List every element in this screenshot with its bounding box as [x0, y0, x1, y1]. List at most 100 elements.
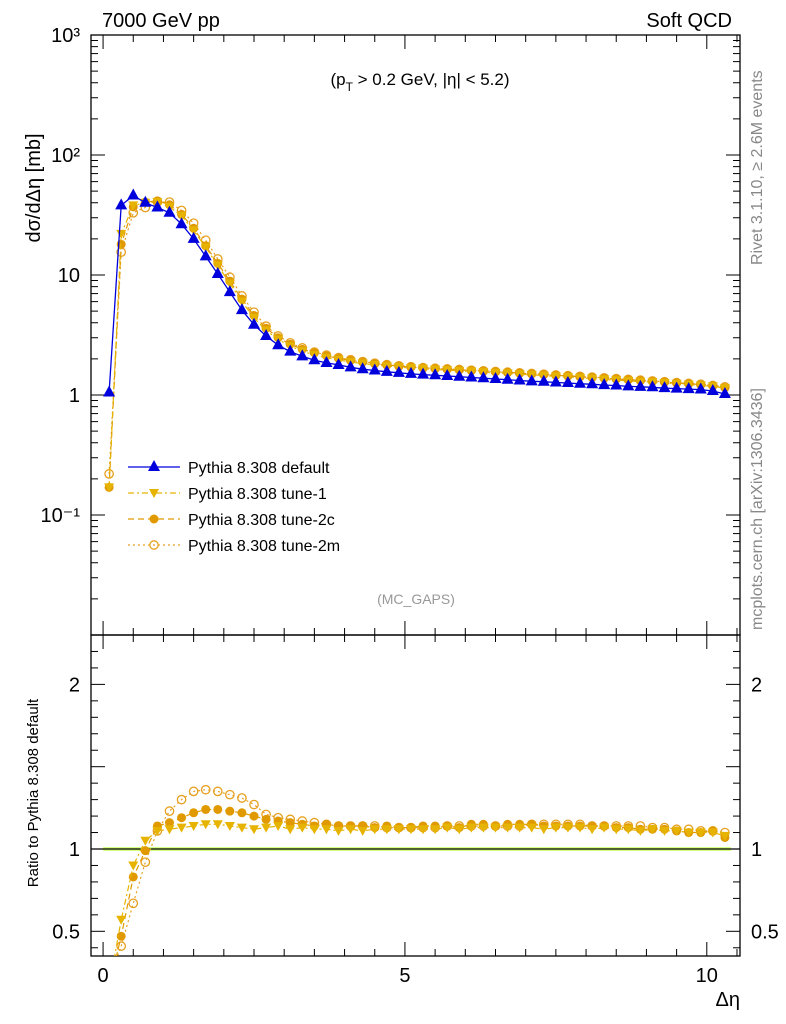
series-line	[108, 200, 726, 488]
data-point	[453, 369, 466, 381]
data-point	[392, 365, 405, 377]
legend: Pythia 8.308 default Pythia 8.308 tune-1 P…	[128, 460, 340, 555]
data-point	[670, 381, 683, 393]
data-point	[525, 374, 538, 386]
legend-label: Pythia 8.308 tune-1	[188, 486, 327, 503]
data-point	[549, 375, 562, 387]
header-left: 7000 GeV pp	[102, 10, 220, 32]
ratio-data-point	[116, 931, 126, 941]
ratio-data-point	[128, 898, 139, 909]
data-point	[188, 226, 199, 236]
legend-label: Pythia 8.308 tune-2c	[188, 512, 335, 529]
ratio-y-tick-label: 1	[69, 839, 80, 861]
legend-marker	[148, 460, 160, 471]
ratio-data-point	[176, 794, 187, 805]
series-pythia-8-308-tune-2m	[104, 197, 730, 479]
ratio-data-point	[177, 813, 187, 823]
legend-item-pythia-8-308-tune-2m: Pythia 8.308 tune-2m	[128, 538, 340, 555]
ratio-data-point	[490, 823, 501, 833]
ratio-data-point	[116, 915, 127, 925]
ratio-data-point	[405, 825, 416, 835]
ratio-data-point	[189, 808, 199, 818]
data-point	[634, 379, 647, 391]
ratio-data-point	[575, 823, 586, 833]
data-point	[477, 371, 490, 383]
ratio-data-point	[237, 793, 247, 803]
data-point	[646, 380, 659, 392]
ratio-data-point	[213, 804, 223, 814]
y-tick-label: 10⁻¹	[41, 505, 81, 527]
legend-label: Pythia 8.308 tune-2m	[188, 538, 340, 555]
data-point	[489, 371, 502, 383]
legend-item-pythia-8-308-tune-1: Pythia 8.308 tune-1	[128, 486, 327, 503]
ratio-frame	[90, 634, 741, 957]
ratio-y-tick-label: 0.5	[52, 921, 80, 943]
ratio-data-point	[164, 825, 175, 835]
data-point	[212, 261, 223, 271]
data-point	[417, 367, 430, 379]
ratio-series-line	[115, 808, 726, 956]
legend-label: Pythia 8.308 default	[188, 460, 330, 477]
ratio-data-point	[611, 825, 622, 835]
ratio-data-point	[128, 872, 138, 882]
data-point	[574, 376, 587, 388]
ratio-y-tick-label-right: 2	[751, 674, 762, 696]
data-point	[296, 349, 309, 361]
data-point	[586, 377, 599, 389]
ratio-data-point	[237, 808, 247, 818]
series-pythia-8-308-default	[103, 188, 731, 398]
ratio-data-point	[514, 823, 525, 833]
series-line	[108, 194, 726, 395]
data-point	[199, 249, 212, 261]
data-point	[332, 357, 345, 369]
ratio-data-point	[164, 806, 175, 816]
ratio-data-point	[212, 786, 223, 797]
data-point	[115, 198, 128, 210]
legend-item-pythia-8-308-tune-2c: Pythia 8.308 tune-2c	[128, 512, 335, 529]
main-ylabel: dσ/dΔη [mb]	[23, 133, 45, 242]
data-point	[598, 378, 611, 390]
data-point	[176, 212, 187, 222]
ratio-data-point	[635, 826, 646, 836]
ratio-data-point	[140, 857, 151, 868]
data-point	[163, 205, 176, 217]
data-point	[610, 378, 623, 390]
ratio-data-point	[225, 806, 235, 816]
data-point	[260, 329, 273, 341]
ratio-data-point	[430, 825, 441, 835]
ratio-data-point	[140, 836, 151, 846]
ratio-series-pythia-8-308-tune-2c	[115, 804, 730, 956]
ratio-data-point	[297, 823, 308, 833]
legend-marker	[149, 489, 159, 498]
data-point	[694, 382, 707, 394]
data-point	[175, 217, 188, 229]
ratio-y-tick-label-right: 0.5	[751, 921, 779, 943]
ratio-data-point	[562, 823, 573, 833]
x-axis-label: Δη	[716, 989, 740, 1011]
x-tick-label: 10	[696, 965, 718, 987]
data-point	[682, 382, 695, 394]
ratio-data-point	[225, 789, 235, 800]
ratio-data-point	[369, 825, 380, 835]
ratio-data-point	[140, 846, 150, 856]
ratio-data-point	[345, 825, 356, 835]
analysis-label: (MC_GAPS)	[377, 591, 455, 607]
data-point	[320, 355, 333, 367]
ratio-data-point	[249, 811, 259, 821]
ratio-data-point	[659, 826, 670, 836]
ratio-data-point	[357, 826, 368, 836]
data-point	[236, 297, 247, 307]
ratio-data-point	[261, 823, 272, 833]
data-point	[368, 363, 381, 375]
ratio-data-point	[550, 823, 561, 833]
legend-marker	[149, 514, 159, 524]
ratio-data-point	[309, 825, 320, 835]
ratio-series-pythia-8-308-tune-2m	[116, 784, 730, 956]
ratio-data-point	[599, 823, 610, 833]
ratio-data-point	[224, 821, 235, 831]
ratio-data-point	[647, 825, 658, 835]
data-point	[465, 370, 478, 382]
legend-marker	[149, 540, 159, 550]
ratio-series-pythia-8-308-tune-1	[114, 820, 730, 956]
ratio-data-point	[333, 826, 344, 836]
